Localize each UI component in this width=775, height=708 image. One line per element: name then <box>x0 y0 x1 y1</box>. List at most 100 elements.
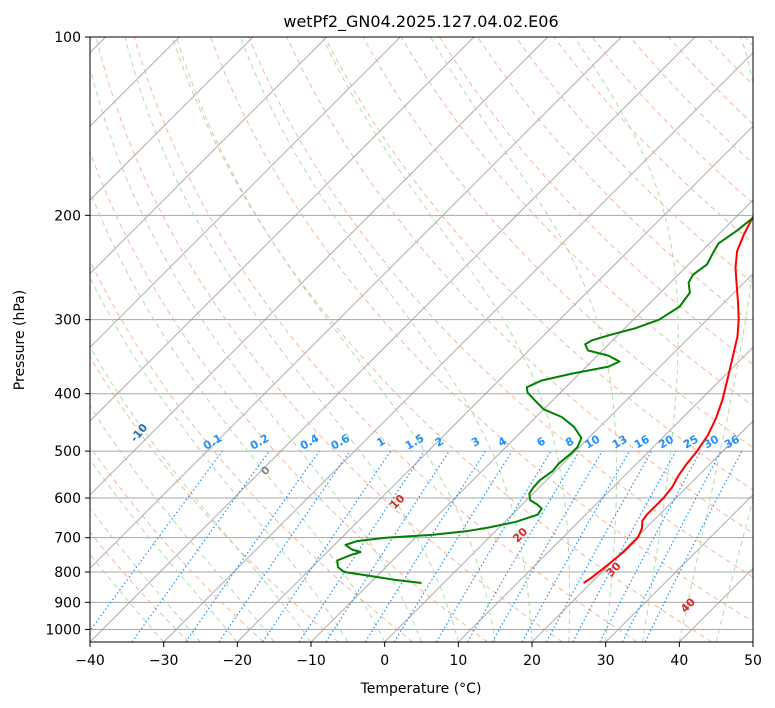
x-tick-label: −20 <box>223 653 253 669</box>
x-tick-label: 30 <box>597 653 615 669</box>
moist-adiabat-lines <box>90 37 753 642</box>
y-axis-ticks: 100 200 300 400 500 600 700 800 900 1000 <box>45 30 90 638</box>
moist-adiabat-line <box>90 507 201 642</box>
mixing-ratio-line <box>644 450 743 642</box>
isotherm-line <box>163 51 753 642</box>
isotherm-line <box>752 641 753 642</box>
mixing-ratio-line <box>131 450 270 642</box>
mixing-ratio-label: 1.5 <box>403 432 426 453</box>
moist-adiabat-label: 0 <box>258 463 273 478</box>
isotherm-lines <box>90 37 753 642</box>
isotherm-line <box>90 37 254 201</box>
dry-adiabat-line <box>95 37 563 642</box>
x-tick-label: 40 <box>670 653 688 669</box>
dry-adiabat-line <box>90 445 264 642</box>
x-tick-label: −10 <box>296 653 326 669</box>
dry-adiabat-line <box>515 37 753 284</box>
dry-adiabat-lines <box>90 37 753 642</box>
mixing-ratio-label: 30 <box>701 432 721 451</box>
dry-adiabat-line <box>133 37 638 642</box>
moist-adiabat-line <box>90 276 349 642</box>
dry-adiabat-line <box>400 37 753 407</box>
x-tick-label: −40 <box>75 653 105 669</box>
y-tick-label: 400 <box>54 387 81 403</box>
mixing-ratio-line <box>435 450 552 642</box>
isotherm-line <box>90 37 696 642</box>
mixing-ratio-line <box>218 450 351 642</box>
isotherm-line <box>384 272 753 642</box>
moist-adiabat-line <box>574 37 679 642</box>
chart-title: wetPf2_GN04.2025.127.04.02.E06 <box>283 12 558 32</box>
dry-adiabat-line <box>477 37 753 325</box>
y-axis-label: Pressure (hPa) <box>12 290 28 390</box>
isotherm-line <box>90 37 328 275</box>
dry-adiabat-line <box>591 37 753 204</box>
isotherm-line <box>90 37 475 422</box>
mixing-ratio-label: 1 <box>374 435 387 450</box>
y-tick-label: 500 <box>54 444 81 460</box>
temperature-profile-line <box>583 214 753 584</box>
mixing-ratio-line <box>90 450 223 632</box>
moist-adiabat-line <box>90 189 386 642</box>
mixing-ratio-line <box>298 450 425 642</box>
dry-adiabat-line <box>210 37 753 623</box>
mixing-ratio-label: 10 <box>583 432 603 451</box>
dry-adiabat-label: -10 <box>128 421 151 445</box>
y-tick-label: 300 <box>54 313 81 329</box>
y-tick-label: 900 <box>54 595 81 611</box>
moist-adiabat-line <box>322 37 571 642</box>
moist-adiabat-label: 40 <box>678 595 698 615</box>
isotherm-line <box>90 37 622 570</box>
mixing-ratio-label: 0.6 <box>329 431 353 452</box>
dry-adiabat-line <box>90 531 190 642</box>
plot-frame <box>89 36 754 643</box>
mixing-ratio-label: 20 <box>656 432 676 451</box>
x-tick-label: 0 <box>380 653 389 669</box>
dry-adiabat-line <box>744 37 753 47</box>
mixing-ratio-line <box>466 450 580 642</box>
moist-adiabat-line <box>90 553 165 642</box>
isotherm-line <box>605 493 753 642</box>
mixing-ratio-line <box>262 450 392 642</box>
dry-adiabat-line <box>90 356 339 642</box>
mixing-ratio-line <box>325 450 450 642</box>
x-axis-label: Temperature (°C) <box>360 681 482 697</box>
moist-adiabat-label: 30 <box>604 559 624 579</box>
isotherm-line <box>457 346 753 642</box>
mixing-ratio-label: 0.4 <box>298 431 322 452</box>
isotherm-line <box>90 37 401 349</box>
pressure-grid <box>90 37 753 630</box>
mixing-ratio-lines <box>90 450 743 642</box>
y-tick-label: 800 <box>54 565 81 581</box>
reference-line-labels: 0.10.20.40.611.52346810131620253036-100-… <box>128 421 743 616</box>
dewpoint-profile-line <box>336 216 753 584</box>
mixing-ratio-label: 2 <box>433 435 446 450</box>
moist-adiabat-line <box>124 37 459 642</box>
mixing-ratio-label: 3 <box>469 435 482 450</box>
profile-series <box>336 214 753 584</box>
dry-adiabat-line <box>171 37 712 642</box>
mixing-ratio-line <box>521 450 631 642</box>
moist-adiabat-line <box>175 37 496 642</box>
x-tick-label: −30 <box>149 653 179 669</box>
isotherm-line <box>90 37 549 496</box>
mixing-ratio-line <box>185 450 320 642</box>
mixing-ratio-line <box>364 450 486 642</box>
mixing-ratio-label: 4 <box>496 434 509 449</box>
moist-adiabat-line <box>430 37 617 642</box>
plot-area: 0.10.20.40.611.52346810131620253036-100-… <box>90 37 753 642</box>
mixing-ratio-line <box>572 450 677 642</box>
dry-adiabat-line <box>90 259 414 642</box>
moist-adiabat-line <box>715 498 753 642</box>
dry-adiabat-line <box>706 37 753 86</box>
dry-adiabat-line <box>90 150 488 642</box>
dry-adiabat-line <box>362 37 753 449</box>
moist-adiabat-line <box>90 405 275 642</box>
y-tick-label: 100 <box>54 30 81 46</box>
y-tick-label: 1000 <box>45 622 81 638</box>
moist-adiabat-line <box>239 37 533 642</box>
mixing-ratio-label: 13 <box>610 433 630 452</box>
mixing-ratio-label: 6 <box>535 434 548 449</box>
moist-adiabat-line <box>90 345 312 642</box>
